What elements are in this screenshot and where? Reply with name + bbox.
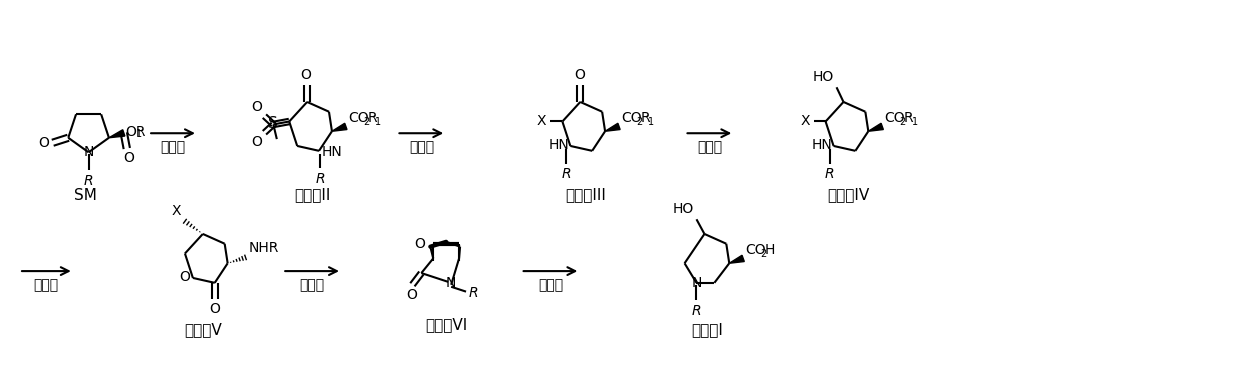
Text: N: N xyxy=(83,145,94,159)
Text: 1: 1 xyxy=(649,117,655,127)
Text: 化合物VI: 化合物VI xyxy=(425,317,467,332)
Polygon shape xyxy=(729,255,744,263)
Text: 2: 2 xyxy=(899,117,906,127)
Text: 2: 2 xyxy=(363,117,370,127)
Text: 1: 1 xyxy=(376,117,381,127)
Text: O: O xyxy=(405,288,417,302)
Text: 步骤五: 步骤五 xyxy=(300,278,325,292)
Text: 化合物IV: 化合物IV xyxy=(827,187,869,202)
Text: 化合物V: 化合物V xyxy=(184,322,222,337)
Text: 1: 1 xyxy=(911,117,918,127)
Text: 步骤一: 步骤一 xyxy=(160,140,186,154)
Text: 步骤二: 步骤二 xyxy=(409,140,434,154)
Text: N: N xyxy=(691,276,702,290)
Text: O: O xyxy=(210,302,221,316)
Polygon shape xyxy=(332,123,347,131)
Text: O: O xyxy=(123,151,134,165)
Text: 2: 2 xyxy=(760,249,766,259)
Text: O: O xyxy=(300,68,311,82)
Text: 化合物III: 化合物III xyxy=(564,187,605,202)
Text: R: R xyxy=(692,304,702,318)
Polygon shape xyxy=(605,123,620,131)
Text: O: O xyxy=(414,237,425,251)
Text: 1: 1 xyxy=(136,129,143,140)
Text: NHR: NHR xyxy=(248,242,279,255)
Text: N: N xyxy=(446,276,456,290)
Text: X: X xyxy=(800,114,810,128)
Polygon shape xyxy=(109,130,125,138)
Text: R: R xyxy=(367,111,377,125)
Text: 步骤三: 步骤三 xyxy=(697,140,722,154)
Text: CO: CO xyxy=(884,111,905,125)
Polygon shape xyxy=(868,123,883,131)
Text: R: R xyxy=(469,286,479,300)
Text: CO: CO xyxy=(348,111,368,125)
Text: 步骤四: 步骤四 xyxy=(33,278,58,292)
Text: X: X xyxy=(171,204,181,218)
Text: HN: HN xyxy=(812,138,832,152)
Text: O: O xyxy=(252,135,263,149)
Text: R: R xyxy=(562,168,572,182)
Text: HO: HO xyxy=(672,202,693,216)
Text: R: R xyxy=(825,168,835,182)
Text: HN: HN xyxy=(548,138,569,152)
Text: O: O xyxy=(574,68,585,82)
Text: R: R xyxy=(640,111,650,125)
Text: H: H xyxy=(765,243,775,257)
Text: 化合物II: 化合物II xyxy=(294,187,330,202)
Text: O: O xyxy=(180,270,191,284)
Text: X: X xyxy=(537,114,547,128)
Text: CO: CO xyxy=(621,111,641,125)
Text: O: O xyxy=(38,136,50,150)
Text: HN: HN xyxy=(322,145,342,159)
Text: S: S xyxy=(268,117,278,132)
Text: O: O xyxy=(252,100,263,114)
Text: 2: 2 xyxy=(636,117,642,127)
Text: 化合物I: 化合物I xyxy=(692,322,723,337)
Text: HO: HO xyxy=(812,70,833,84)
Text: 步骤六: 步骤六 xyxy=(538,278,563,292)
Text: CO: CO xyxy=(745,243,766,257)
Text: R: R xyxy=(904,111,913,125)
Text: R: R xyxy=(84,174,93,188)
Text: OR: OR xyxy=(125,125,145,140)
Text: R: R xyxy=(315,172,325,186)
Text: SM: SM xyxy=(74,188,97,203)
